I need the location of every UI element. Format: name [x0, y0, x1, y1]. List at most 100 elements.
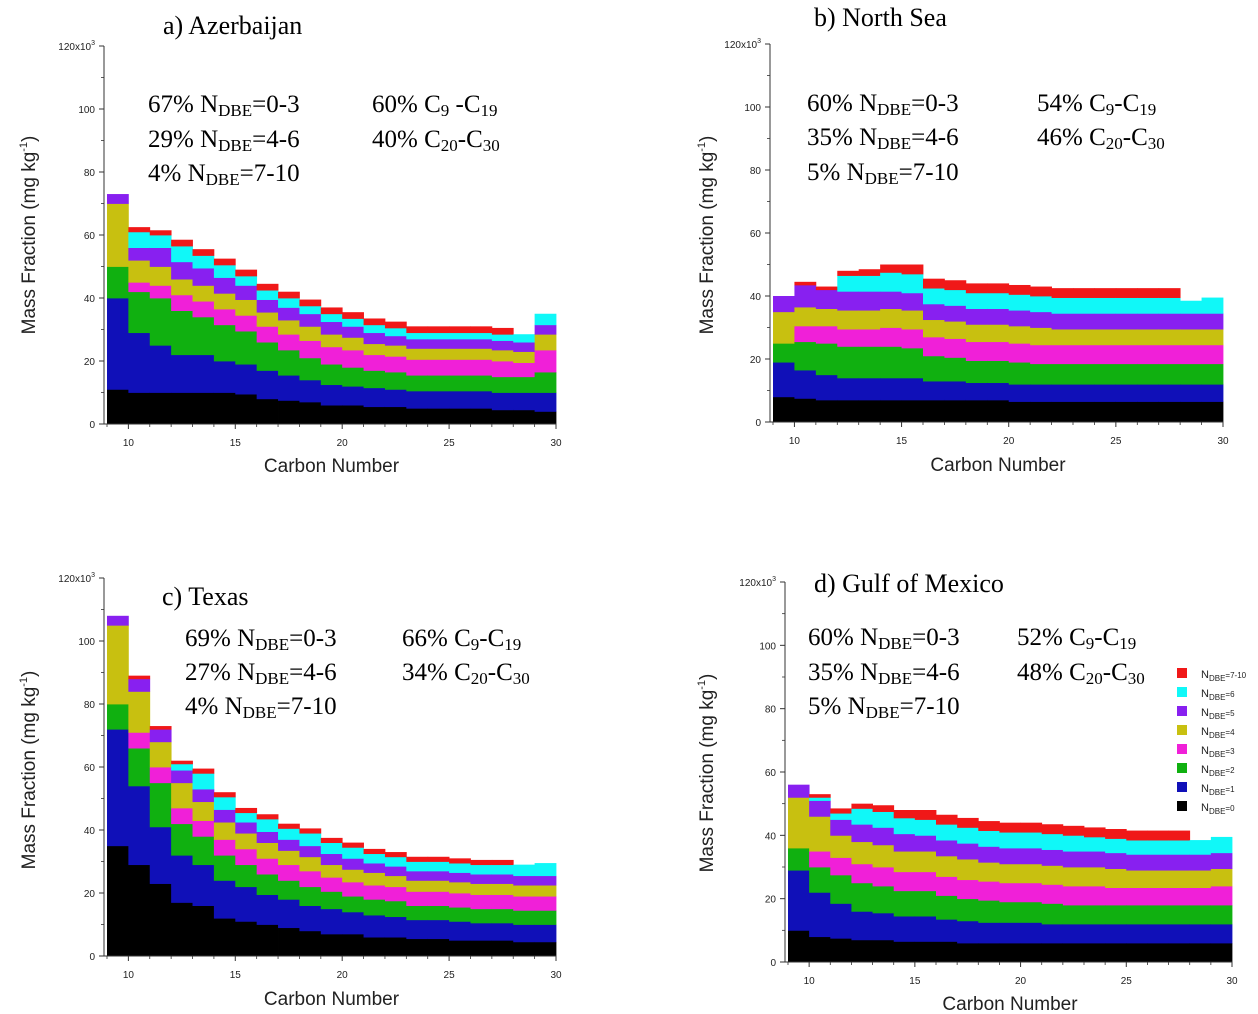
bar-segment-ndbe-3-c13 — [872, 867, 895, 887]
legend-label: NDBE=5 — [1201, 707, 1235, 721]
bar-segment-ndbe-1-c11 — [149, 826, 172, 884]
bar-segment-ndbe-0-c12 — [171, 392, 193, 425]
bar-segment-ndbe-6-c14 — [880, 272, 902, 292]
bar-segment-ndbe-0-c28 — [513, 409, 536, 425]
bar-segment-ndbe-6-c23 — [406, 332, 429, 340]
bar-segment-ndbe-1-c10 — [128, 785, 151, 866]
bar-segment-ndbe-0-c14 — [213, 392, 236, 425]
bar-segment-ndbe-4-c16 — [256, 312, 279, 327]
bar-segment-ndbe-2-c22 — [384, 900, 407, 918]
bar-segment-ndbe-7-10-c20 — [1020, 822, 1043, 833]
y-tick-label: 100 — [78, 105, 95, 116]
bar-segment-ndbe-3-c23 — [1073, 344, 1095, 365]
bar-segment-ndbe-7-10-c19 — [320, 837, 343, 844]
bar-segment-ndbe-1-c23 — [1084, 924, 1106, 944]
bar-segment-ndbe-2-c19 — [320, 891, 343, 910]
bar-segment-ndbe-1-c16 — [936, 919, 958, 942]
bar-segment-ndbe-1-c9 — [773, 362, 795, 398]
bar-segment-ndbe-5-c12 — [171, 770, 193, 784]
bar-segment-ndbe-5-c18 — [299, 845, 322, 858]
bar-segment-ndbe-3-c13 — [192, 301, 215, 318]
bar-segment-ndbe-5-c10 — [809, 800, 831, 817]
bar-segment-ndbe-3-c25 — [1115, 344, 1138, 365]
bar-segment-ndbe-0-c26 — [1147, 943, 1169, 963]
chart-panel-3: 10 15 20 25 30 0 20 40 60 80 100 120x103 Carbon Numb… — [18, 572, 562, 1010]
bar-segment-ndbe-1-c13 — [192, 864, 215, 906]
bar-segment-ndbe-7-10-c27 — [491, 327, 514, 335]
bar-segment-ndbe-1-c11 — [149, 345, 172, 393]
bar-segment-ndbe-2-c29 — [534, 910, 557, 925]
bar-segment-ndbe-3-c12 — [851, 863, 873, 884]
bar-segment-ndbe-4-c28 — [513, 885, 536, 897]
bar-segment-ndbe-4-c15 — [901, 310, 924, 330]
annotation-line: 60% NDBE=0-3 — [807, 90, 959, 119]
bar-segment-ndbe-2-c21 — [363, 370, 386, 389]
y-tick-label: 60 — [750, 229, 762, 240]
bar-segment-ndbe-7-10-c20 — [1008, 284, 1031, 295]
bar-segment-ndbe-5-c25 — [449, 338, 471, 349]
bar-segment-ndbe-2-c11 — [815, 343, 838, 376]
bar-segment-ndbe-4-c28 — [1189, 870, 1212, 888]
annotation-line: 5% NDBE=7-10 — [808, 693, 960, 722]
bar-segment-ndbe-4-c11 — [830, 835, 852, 858]
bar-segment-ndbe-4-c16 — [923, 319, 945, 338]
bar-segment-ndbe-7-10-c14 — [213, 258, 236, 266]
bar-segment-ndbe-5-c16 — [256, 299, 279, 313]
bar-segment-ndbe-7-10-c27 — [1158, 288, 1181, 298]
bar-segment-ndbe-6-c11 — [830, 813, 852, 820]
bar-segment-ndbe-5-c17 — [957, 843, 979, 860]
bar-segment-ndbe-6-c25 — [1126, 840, 1148, 855]
bar-segment-ndbe-5-c18 — [978, 846, 1000, 863]
bar-segment-ndbe-6-c22 — [1051, 297, 1074, 314]
bar-segment-ndbe-4-c24 — [1105, 868, 1127, 888]
bar-segment-ndbe-7-10-c12 — [171, 239, 193, 247]
bar-segment-ndbe-7-10-c25 — [449, 326, 471, 334]
bar-segment-ndbe-4-c23 — [406, 880, 429, 892]
bar-segment-ndbe-3-c24 — [427, 359, 450, 376]
bar-segment-ndbe-4-c22 — [1062, 867, 1085, 887]
bar-segment-ndbe-4-c21 — [363, 343, 386, 356]
bar-segment-ndbe-6-c20 — [1020, 832, 1043, 849]
bar-segment-ndbe-4-c13 — [192, 801, 215, 821]
x-tick-label: 20 — [337, 438, 349, 449]
bar-segment-ndbe-7-10-c15 — [901, 264, 924, 275]
bar-segment-ndbe-6-c10 — [809, 797, 831, 801]
bar-segment-ndbe-0-c24 — [427, 408, 450, 425]
bar-segment-ndbe-7-10-c15 — [914, 810, 937, 820]
bar-segment-ndbe-6-c26 — [470, 864, 493, 875]
bar-segment-ndbe-7-10-c21 — [1041, 824, 1064, 835]
bar-segment-ndbe-0-c22 — [1062, 943, 1085, 963]
bar-segment-ndbe-4-c11 — [149, 266, 172, 286]
bar-segment-ndbe-4-c16 — [936, 855, 958, 877]
bar-segment-ndbe-1-c27 — [491, 392, 514, 411]
bar-segment-ndbe-5-c13 — [192, 268, 215, 286]
bar-segment-ndbe-3-c17 — [278, 864, 300, 881]
x-tick-label: 25 — [444, 970, 456, 981]
bar-segment-ndbe-3-c22 — [384, 886, 407, 902]
bar-segment-ndbe-4-c17 — [957, 859, 979, 881]
bar-segment-ndbe-2-c21 — [1030, 363, 1052, 385]
bar-segment-ndbe-7-10-c13 — [872, 805, 895, 812]
bar-segment-ndbe-5-c17 — [278, 307, 300, 321]
bar-segment-ndbe-3-c26 — [1137, 344, 1160, 365]
bar-segment-ndbe-2-c15 — [901, 347, 924, 379]
bar-segment-ndbe-6-c25 — [1115, 297, 1138, 314]
bar-segment-ndbe-6-c12 — [851, 808, 873, 825]
bar-segment-ndbe-0-c23 — [1073, 401, 1095, 423]
bar-segment-ndbe-2-c23 — [406, 375, 429, 392]
bar-segment-ndbe-6-c29 — [534, 863, 557, 877]
bar-segment-ndbe-1-c20 — [1020, 922, 1043, 944]
bar-segment-ndbe-2-c20 — [1008, 362, 1031, 385]
bar-segment-ndbe-1-c24 — [1094, 384, 1117, 402]
bar-segment-ndbe-3-c19 — [320, 346, 343, 365]
bar-segment-ndbe-0-c12 — [837, 399, 860, 423]
bar-segment-ndbe-0-c13 — [872, 939, 895, 963]
bar-segment-ndbe-3-c25 — [449, 359, 471, 376]
bar-segment-ndbe-0-c15 — [914, 941, 937, 963]
y-axis-label: Mass Fraction (mg kg-1) — [696, 674, 718, 873]
bar-segment-ndbe-5-c15 — [901, 292, 924, 311]
bar-segment-ndbe-3-c27 — [491, 361, 514, 378]
bar-segment-ndbe-6-c23 — [406, 861, 429, 872]
bar-segment-ndbe-4-c14 — [893, 851, 916, 873]
bar-segment-ndbe-1-c29 — [1201, 384, 1224, 402]
